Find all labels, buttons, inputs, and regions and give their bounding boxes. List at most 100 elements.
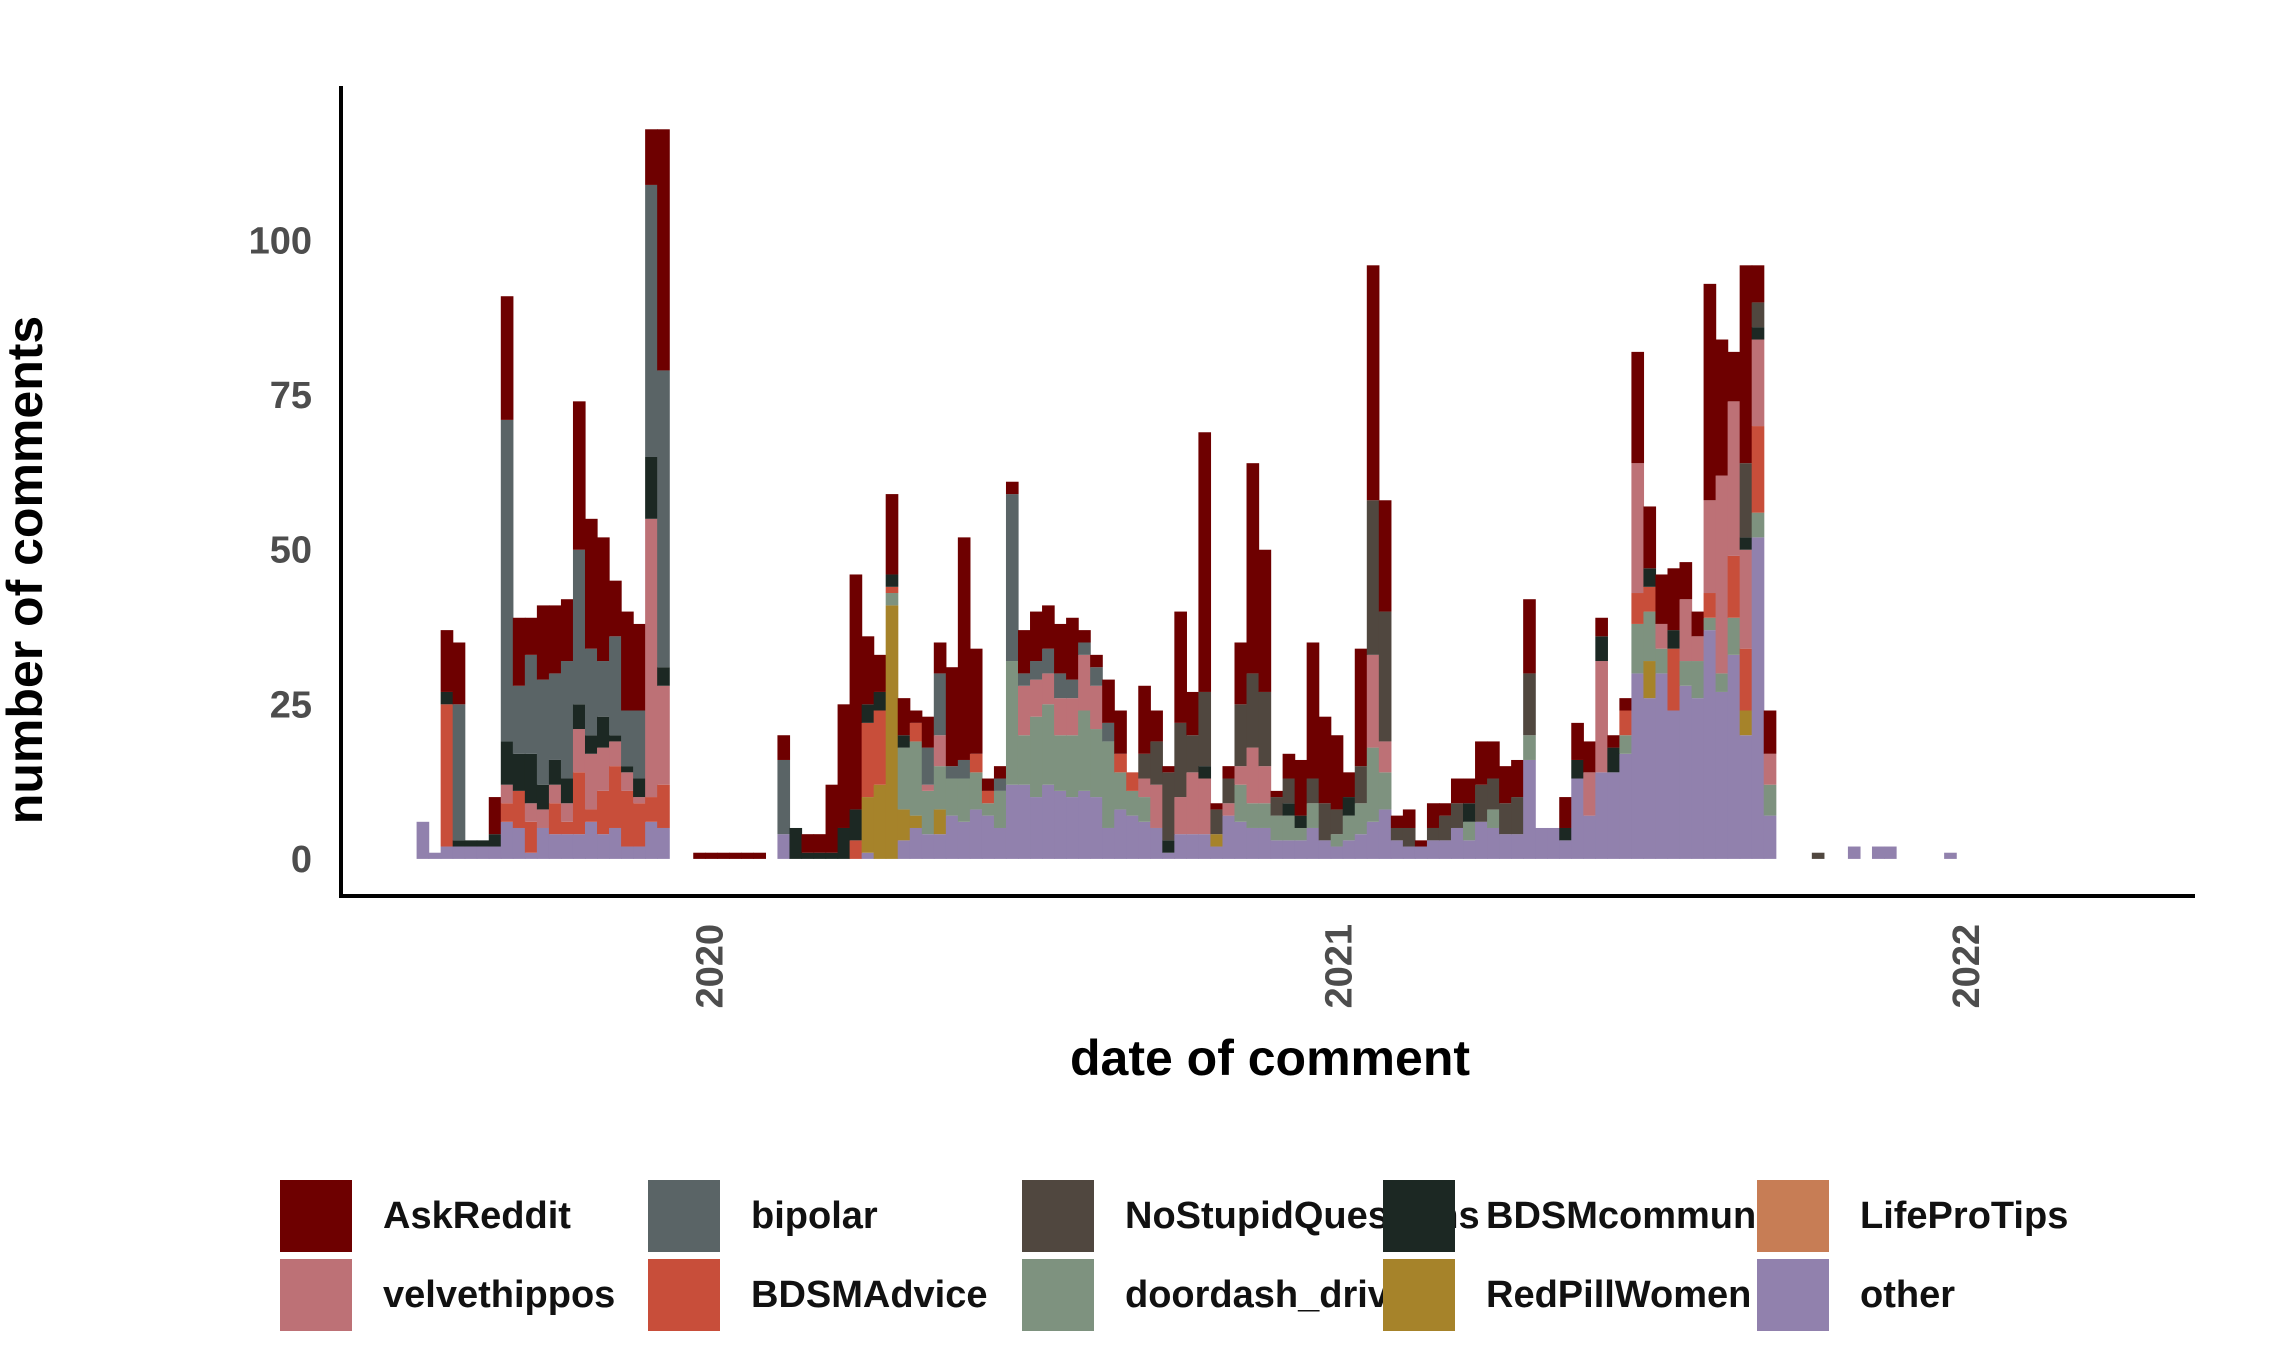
bar-segment-velvethippos-69 (1246, 747, 1260, 804)
bar-segment-AskReddit-69 (1246, 463, 1260, 674)
legend-swatch (1757, 1259, 1829, 1331)
bar-segment-other-37 (861, 852, 875, 859)
bar-segment-other-44 (945, 815, 959, 859)
bar-segment-velvethippos-51 (1030, 679, 1043, 717)
bar-segment-other-127 (1944, 852, 1957, 859)
bar-segment-bipolar-8 (512, 685, 526, 754)
bar-segment-other-41 (909, 827, 923, 859)
bar-segment-AskReddit-111 (1751, 265, 1765, 303)
bar-segment-BDSMAdvice-107 (1703, 593, 1717, 618)
bar-segment-bipolar-14 (584, 648, 598, 736)
bar-segment-other-81 (1390, 840, 1404, 859)
bar-segment-other-95 (1559, 840, 1572, 859)
bar-segment-velvethippos-15 (597, 747, 610, 791)
bar-segment-velvethippos-61 (1150, 784, 1163, 828)
bar-segment-BDSMAdvice-59 (1126, 772, 1139, 791)
x-tick-label: 2022 (1946, 924, 1988, 1009)
bar-segment-AskReddit-109 (1727, 351, 1741, 402)
bar-segment-doordash_drivers-50 (1017, 735, 1031, 785)
bar-segment-AskReddit-16 (609, 580, 622, 637)
bar-segment-bipolar-44 (945, 766, 959, 779)
bar-segment-AskReddit-13 (572, 401, 586, 550)
bar-segment-doordash_drivers-70 (1258, 803, 1272, 828)
bar-segment-velvethippos-16 (609, 741, 622, 767)
bar-segment-velvethippos-110 (1739, 549, 1753, 649)
bar-segment-AskReddit-87 (1463, 778, 1476, 804)
bar-segment-other-62 (1162, 852, 1175, 859)
bar-segment-AskReddit-20 (657, 129, 670, 371)
bar-segment-doordash_drivers-92 (1523, 735, 1536, 760)
bar-segment-NoStupidQuestions-82 (1402, 827, 1416, 847)
bar-segment-AskReddit-57 (1102, 679, 1115, 723)
bar-segment-other-91 (1511, 834, 1524, 859)
bar-segment-other-60 (1138, 821, 1151, 859)
bar-segment-other-93 (1535, 827, 1548, 859)
bar-segment-AskReddit-61 (1150, 710, 1163, 742)
bar-segment-BDSMAdvice-11 (548, 803, 562, 835)
bar-segment-AskReddit-18 (633, 623, 646, 711)
bar-segment-velvethippos-9 (524, 803, 538, 822)
bar-segment-bipolar-57 (1102, 722, 1115, 742)
bar-segment-bipolar-10 (536, 679, 550, 785)
bar-segment-NoStupidQuestions-88 (1475, 784, 1488, 822)
bar-segment-AskReddit-107 (1703, 283, 1717, 501)
bar-segment-BDSMAdvice-41 (909, 722, 923, 742)
bar-segment-AskReddit-102 (1643, 506, 1657, 569)
bar-segment-AskReddit-10 (536, 605, 550, 680)
bar-segment-other-109 (1727, 654, 1741, 859)
bar-segment-velvethippos-52 (1042, 673, 1055, 705)
bar-segment-AskReddit-50 (1017, 630, 1031, 674)
bar-segment-other-77 (1342, 840, 1356, 859)
bar-segment-bipolar-18 (633, 710, 646, 779)
legend-swatch (280, 1259, 352, 1331)
bar-segment-velvethippos-55 (1078, 654, 1091, 711)
bar-segment-other-14 (584, 821, 598, 859)
bar-segment-other-6 (488, 846, 502, 859)
bar-segment-AskReddit-8 (512, 617, 526, 686)
bar-segment-doordash_drivers-58 (1114, 772, 1127, 810)
bar-segment-AskReddit-63 (1174, 611, 1187, 723)
bar-segment-doordash_drivers-106 (1691, 661, 1705, 699)
bar-segment-velvethippos-14 (584, 753, 598, 810)
bar-segment-other-85 (1438, 840, 1452, 859)
bar-segment-BDSMAdvice-9 (524, 821, 538, 853)
bar-segment-BDSMcommunity-31 (789, 827, 803, 859)
bar-segment-AskReddit-56 (1090, 654, 1103, 668)
bar-segment-AskReddit-44 (945, 667, 959, 767)
bar-segment-velvethippos-53 (1054, 698, 1067, 736)
bar-segment-BDSMcommunity-102 (1643, 568, 1657, 587)
bar-segment-NoStupidQuestions-61 (1150, 741, 1163, 785)
bar-segment-other-87 (1463, 840, 1476, 859)
bar-segment-velvethippos-98 (1595, 661, 1608, 773)
bar-segment-other-58 (1114, 809, 1127, 859)
bar-segment-velvethippos-43 (933, 735, 947, 767)
bar-segment-doordash_drivers-53 (1054, 735, 1067, 791)
bar-segment-AskReddit-82 (1402, 809, 1416, 828)
bar-segment-velvethippos-56 (1090, 685, 1103, 730)
bar-segment-other-12 (560, 834, 574, 859)
bar-segment-doordash_drivers-44 (945, 778, 959, 816)
y-axis-title: number of comments (0, 316, 53, 824)
bar-segment-other-88 (1475, 821, 1488, 859)
x-tick-label: 2020 (690, 924, 732, 1009)
y-tick-label: 75 (270, 375, 312, 417)
bar-segment-doordash_drivers-108 (1715, 673, 1729, 692)
bar-segment-NoStupidQuestions-72 (1282, 778, 1296, 804)
bar-segment-AskReddit-78 (1354, 648, 1368, 767)
bar-segment-BDSMcommunity-16 (609, 735, 622, 742)
bar-segment-NoStupidQuestions-69 (1246, 673, 1260, 748)
bar-segment-other-0 (416, 821, 430, 859)
bar-segment-other-119 (1847, 846, 1861, 859)
bar-segment-AskReddit-83 (1414, 840, 1428, 847)
bar-segment-NoStupidQuestions-63 (1174, 722, 1187, 798)
bar-segment-AskReddit-35 (837, 704, 851, 828)
bar-segment-AskReddit-104 (1667, 568, 1681, 631)
bar-segment-other-72 (1282, 840, 1296, 859)
bar-segment-AskReddit-108 (1715, 339, 1729, 476)
bar-segment-velvethippos-64 (1186, 772, 1200, 835)
bar-segment-NoStupidQuestions-86 (1450, 803, 1464, 828)
bar-segment-other-45 (957, 821, 971, 859)
bar-segment-AskReddit-110 (1739, 265, 1753, 464)
bar-segment-AskReddit-27 (741, 852, 754, 859)
bar-segment-other-46 (969, 809, 983, 859)
